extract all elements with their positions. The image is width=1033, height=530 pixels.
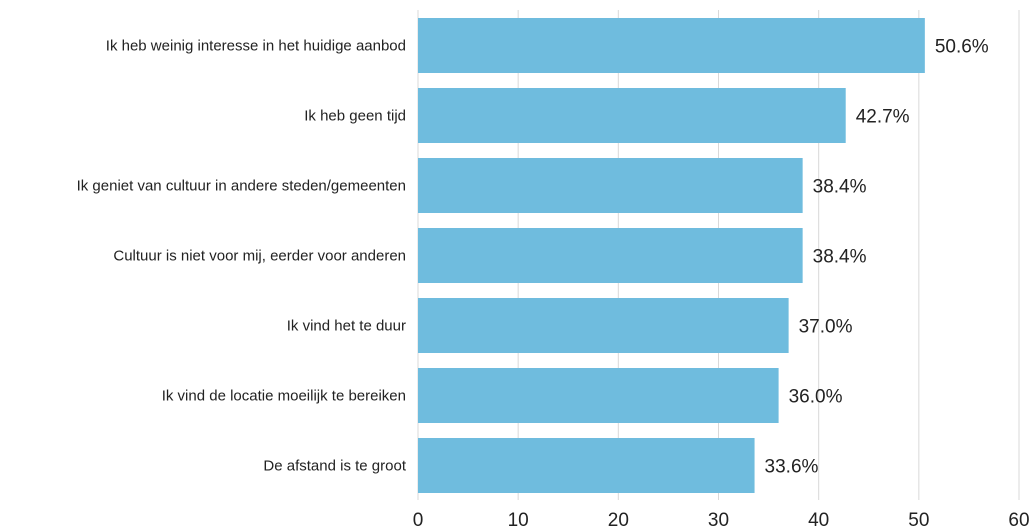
bar-1 — [418, 88, 846, 143]
category-label-0: Ik heb weinig interesse in het huidige a… — [106, 38, 406, 55]
category-label-6: De afstand is te groot — [263, 458, 406, 475]
value-label-1: 42.7% — [856, 107, 910, 128]
bar-4 — [418, 298, 789, 353]
category-label-1: Ik heb geen tijd — [304, 108, 406, 125]
category-label-3: Cultuur is niet voor mij, eerder voor an… — [113, 248, 406, 265]
bars — [418, 18, 925, 493]
bar-2 — [418, 158, 803, 213]
value-labels: 50.6% 42.7% 38.4% 38.4% 37.0% 36.0% 33.6% — [765, 37, 989, 478]
bar-0 — [418, 18, 925, 73]
category-label-4: Ik vind het te duur — [287, 318, 406, 335]
x-tick-label-40: 40 — [808, 510, 829, 530]
x-tick-label-50: 50 — [908, 510, 929, 530]
bar-3 — [418, 228, 803, 283]
bar-6 — [418, 438, 755, 493]
x-tick-label-30: 30 — [708, 510, 729, 530]
value-label-3: 38.4% — [813, 247, 867, 268]
x-tick-label-20: 20 — [608, 510, 629, 530]
x-tick-label-10: 10 — [508, 510, 529, 530]
category-label-2: Ik geniet van cultuur in andere steden/g… — [77, 178, 406, 195]
value-label-5: 36.0% — [789, 387, 843, 408]
value-label-4: 37.0% — [799, 317, 853, 338]
x-tick-label-0: 0 — [413, 510, 424, 530]
x-tick-label-60: 60 — [1008, 510, 1029, 530]
value-label-2: 38.4% — [813, 177, 867, 198]
category-labels: Ik heb weinig interesse in het huidige a… — [77, 38, 407, 475]
x-axis-ticks: 0 10 20 30 40 50 60 — [413, 510, 1030, 530]
bar-5 — [418, 368, 779, 423]
value-label-6: 33.6% — [765, 457, 819, 478]
category-label-5: Ik vind de locatie moeilijk te bereiken — [162, 388, 406, 405]
value-label-0: 50.6% — [935, 37, 989, 58]
